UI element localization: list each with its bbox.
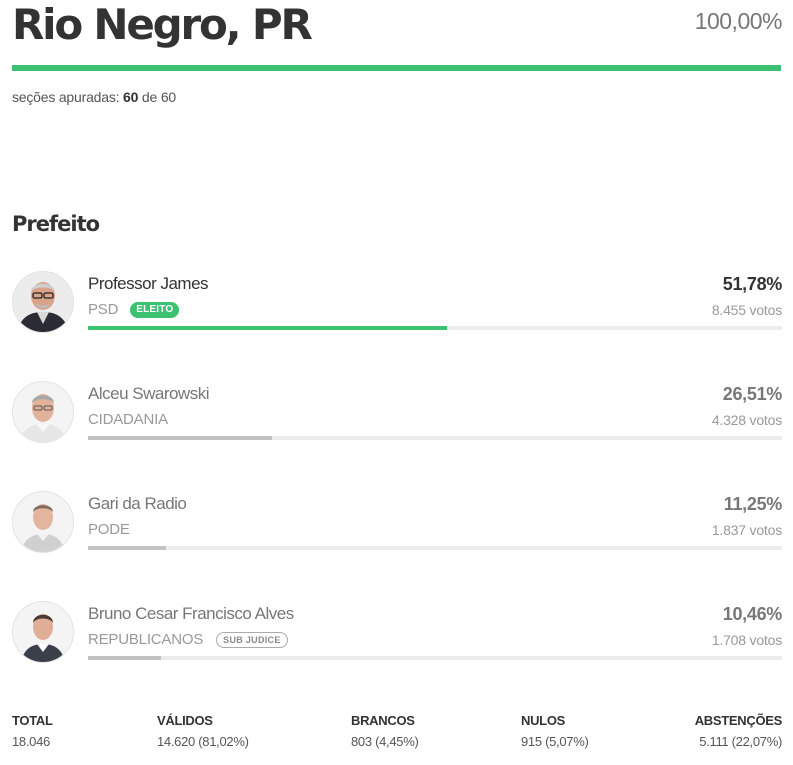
candidate-name: Bruno Cesar Francisco Alves (88, 604, 294, 623)
candidate-votes: 1.708 votos (711, 632, 782, 648)
vote-summary: TOTAL 18.046 VÁLIDOS 14.620 (81,02%) BRA… (12, 713, 782, 753)
summary-blank: BRANCOS 803 (4,45%) (351, 713, 419, 749)
candidate-party-line: PSD ELEITO (88, 301, 180, 318)
candidate-row[interactable]: Professor James PSD ELEITO 51,78% 8.455 … (12, 271, 782, 337)
summary-blank-value: 803 (4,45%) (351, 734, 419, 749)
summary-valid-value: 14.620 (81,02%) (157, 734, 249, 749)
candidate-party-line: PODE (88, 521, 130, 538)
summary-abstentions-value: 5.111 (22,07%) (699, 734, 782, 749)
candidate-name: Alceu Swarowski (88, 384, 210, 403)
candidate-party: CIDADANIA (88, 411, 168, 428)
candidate-votes: 1.837 votos (711, 522, 782, 538)
candidate-party-line: REPUBLICANOS SUB JUDICE (88, 631, 288, 648)
candidate-row[interactable]: Bruno Cesar Francisco Alves REPUBLICANOS… (12, 601, 782, 667)
summary-valid-label: VÁLIDOS (157, 713, 213, 728)
office-title: Prefeito (12, 212, 100, 236)
elected-badge: ELEITO (130, 301, 180, 318)
candidate-percent: 11,25% (723, 494, 783, 514)
overall-percent: 100,00% (694, 8, 783, 34)
summary-valid: VÁLIDOS 14.620 (81,02%) (157, 713, 249, 749)
sections-done: 60 (123, 89, 139, 105)
counting-progress-bar (12, 65, 781, 71)
candidate-photo (12, 601, 74, 663)
summary-total: TOTAL 18.046 (12, 713, 53, 749)
candidate-row[interactable]: Gari da Radio PODE 11,25% 1.837 votos (12, 491, 782, 557)
candidate-vote-bar-fill (88, 546, 167, 550)
sections-label: seções apuradas: (12, 89, 120, 105)
candidate-name: Professor James (88, 274, 209, 293)
summary-blank-label: BRANCOS (351, 713, 415, 728)
summary-null-value: 915 (5,07%) (521, 734, 589, 749)
candidate-name: Gari da Radio (88, 494, 187, 513)
sections-total: 60 (160, 89, 176, 105)
candidate-vote-bar (88, 326, 782, 330)
candidate-vote-bar (88, 546, 782, 550)
candidate-percent: 10,46% (722, 604, 783, 624)
summary-total-value: 18.046 (12, 734, 50, 749)
summary-abstentions: ABSTENÇÕES 5.111 (22,07%) (694, 713, 783, 749)
candidate-photo (12, 491, 74, 553)
candidate-votes: 4.328 votos (711, 412, 782, 428)
candidate-party: REPUBLICANOS (88, 631, 204, 648)
summary-null-label: NULOS (521, 713, 566, 728)
candidate-vote-bar (88, 436, 782, 440)
sections-sep: de (141, 89, 158, 105)
candidate-vote-bar-fill (88, 326, 448, 330)
summary-null: NULOS 915 (5,07%) (521, 713, 589, 749)
sections-counted: seções apuradas: 60 de 60 (12, 89, 176, 105)
summary-total-label: TOTAL (12, 713, 53, 728)
results-header: Rio Negro, PR 100,00% seções apuradas: 6… (12, 0, 783, 110)
city-title: Rio Negro, PR (12, 0, 313, 49)
candidate-party-line: CIDADANIA (88, 411, 168, 428)
candidate-percent: 51,78% (722, 274, 783, 294)
candidate-photo (12, 381, 74, 443)
sub-judice-badge: SUB JUDICE (216, 631, 288, 648)
summary-abstentions-label: ABSTENÇÕES (694, 713, 783, 728)
candidate-party: PODE (88, 521, 130, 538)
candidate-percent: 26,51% (722, 384, 783, 404)
candidate-votes: 8.455 votos (711, 302, 782, 318)
candidate-party: PSD (88, 301, 119, 318)
candidate-vote-bar-fill (88, 436, 272, 440)
candidate-vote-bar (88, 656, 782, 660)
candidate-vote-bar-fill (88, 656, 161, 660)
counting-progress-fill (12, 65, 781, 71)
candidate-photo (12, 271, 74, 333)
candidate-row[interactable]: Alceu Swarowski CIDADANIA 26,51% 4.328 v… (12, 381, 782, 447)
